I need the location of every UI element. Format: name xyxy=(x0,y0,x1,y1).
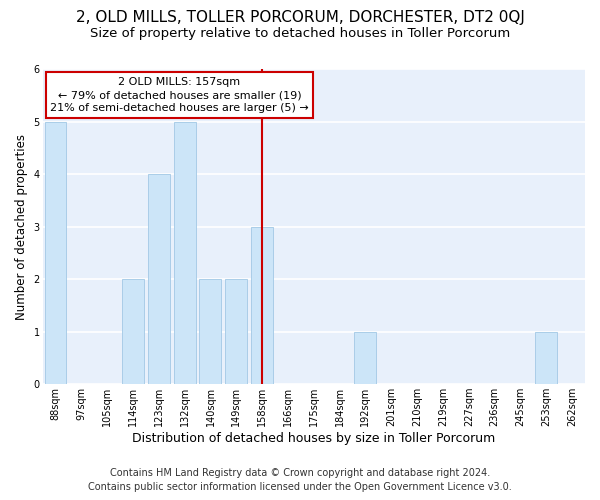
Text: 2 OLD MILLS: 157sqm
← 79% of detached houses are smaller (19)
21% of semi-detach: 2 OLD MILLS: 157sqm ← 79% of detached ho… xyxy=(50,77,309,114)
Text: 2, OLD MILLS, TOLLER PORCORUM, DORCHESTER, DT2 0QJ: 2, OLD MILLS, TOLLER PORCORUM, DORCHESTE… xyxy=(76,10,524,25)
Bar xyxy=(173,122,196,384)
Bar xyxy=(535,332,557,384)
Text: Size of property relative to detached houses in Toller Porcorum: Size of property relative to detached ho… xyxy=(90,28,510,40)
X-axis label: Distribution of detached houses by size in Toller Porcorum: Distribution of detached houses by size … xyxy=(132,432,496,445)
Text: Contains HM Land Registry data © Crown copyright and database right 2024.
Contai: Contains HM Land Registry data © Crown c… xyxy=(88,468,512,492)
Bar xyxy=(44,122,67,384)
Bar xyxy=(148,174,170,384)
Bar xyxy=(226,279,247,384)
Bar xyxy=(122,279,144,384)
Bar xyxy=(355,332,376,384)
Bar xyxy=(199,279,221,384)
Y-axis label: Number of detached properties: Number of detached properties xyxy=(15,134,28,320)
Bar xyxy=(251,226,273,384)
